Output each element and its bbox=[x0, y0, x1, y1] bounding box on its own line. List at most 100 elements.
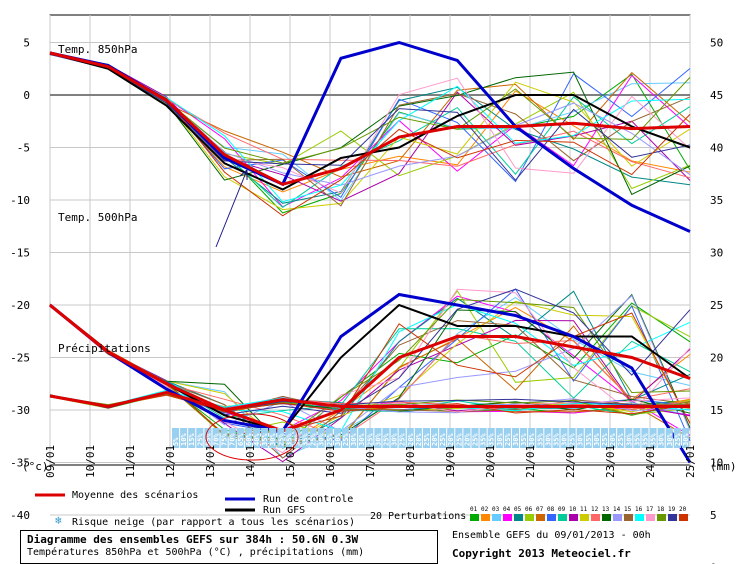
x-tick-label: 16/01 bbox=[324, 445, 337, 478]
snow-pct-label: 30% bbox=[496, 433, 504, 446]
pert-legend-number: 02 bbox=[481, 506, 489, 513]
mean-line bbox=[49, 51, 691, 186]
x-tick-label: 10/01 bbox=[84, 445, 97, 478]
right-tick-label: 0 bbox=[710, 562, 717, 564]
snow-pct-label: 35% bbox=[536, 433, 544, 446]
snow-cell bbox=[390, 428, 398, 448]
snow-pct-label: 30% bbox=[561, 433, 569, 446]
perturbation-legend: 01 02 03 04 05 06 07 08 09 10 11 12 13 14 15 16 17 18 19 20 bbox=[470, 506, 688, 521]
pert-legend-swatch bbox=[580, 514, 589, 521]
snow-cell bbox=[220, 428, 228, 448]
left-axis-unit: (°c) bbox=[22, 460, 49, 473]
snow-risk-row: 5% 10% 15% 25% 55% 70% 75% 70% 65% 60% 40% 35% 30% 25… bbox=[172, 428, 690, 448]
snow-cell bbox=[455, 428, 463, 448]
axis-labels: 09/01 10/01 11/01 12/01 13/01 14/01 15/01 16/01… bbox=[10, 37, 723, 564]
snow-cell bbox=[431, 428, 439, 448]
snow-cell bbox=[398, 428, 406, 448]
left-tick-label: -10 bbox=[10, 194, 30, 207]
right-tick-label: 40 bbox=[710, 142, 723, 155]
snow-cell bbox=[592, 428, 600, 448]
snow-pct-label: 25% bbox=[472, 433, 480, 446]
right-tick-label: 5 bbox=[710, 509, 717, 522]
snow-pct-label: 30% bbox=[350, 433, 358, 446]
pert-legend-number: 03 bbox=[492, 506, 500, 513]
snow-pct-label: 35% bbox=[641, 433, 649, 446]
right-tick-label: 35 bbox=[710, 194, 723, 207]
snow-cell bbox=[252, 428, 261, 448]
x-tick-label: 24/01 bbox=[644, 445, 657, 478]
pert-legend-number: 08 bbox=[547, 506, 555, 513]
snow-cell bbox=[406, 428, 414, 448]
snow-cell bbox=[528, 428, 536, 448]
snow-pct-label: 25% bbox=[342, 433, 350, 446]
pert-legend-number: 14 bbox=[613, 506, 621, 513]
snow-cell bbox=[261, 428, 269, 448]
snow-cell bbox=[576, 428, 584, 448]
snow-pct-label: 25% bbox=[277, 433, 285, 446]
right-tick-label: 50 bbox=[710, 37, 723, 50]
snow-cell bbox=[422, 428, 430, 448]
snow-cell bbox=[212, 428, 220, 448]
snow-pct-label: 35% bbox=[261, 433, 269, 446]
snow-pct-label: 30% bbox=[512, 433, 520, 446]
panel-label-precip: Précipitations bbox=[58, 342, 151, 355]
snow-pct-label: 30% bbox=[593, 433, 601, 446]
snow-cell bbox=[681, 428, 689, 448]
pert-legend-swatch bbox=[525, 514, 534, 521]
x-tick-label: 23/01 bbox=[604, 445, 617, 478]
snow-cell bbox=[600, 428, 609, 448]
left-tick-label: -5 bbox=[17, 142, 30, 155]
snow-pct-label: 30% bbox=[391, 433, 399, 446]
right-tick-label: 20 bbox=[710, 352, 723, 365]
left-tick-label: -20 bbox=[10, 299, 30, 312]
pert-legend-swatch bbox=[558, 514, 567, 521]
main-lines bbox=[49, 40, 692, 464]
snow-cell bbox=[657, 428, 665, 448]
perturbation-line bbox=[49, 303, 691, 436]
right-tick-label: 10 bbox=[710, 457, 723, 470]
x-tick-label: 19/01 bbox=[444, 445, 457, 478]
snow-cell bbox=[447, 428, 455, 448]
pert-legend-swatch bbox=[602, 514, 611, 521]
snow-pct-label: 35% bbox=[520, 433, 528, 446]
snow-pct-label: 25% bbox=[366, 433, 374, 446]
snow-cell bbox=[560, 428, 568, 448]
pert-legend-number: 19 bbox=[668, 506, 676, 513]
annotation-ellipse bbox=[205, 413, 299, 461]
snow-cell bbox=[520, 428, 528, 448]
snow-pct-label: 15% bbox=[188, 433, 196, 446]
snow-pct-label: 30% bbox=[666, 433, 674, 446]
snow-cell bbox=[649, 428, 657, 448]
footer-run: Ensemble GEFS du 09/01/2013 - 00h bbox=[452, 530, 651, 541]
snow-pct-label: 35% bbox=[488, 433, 496, 446]
snow-pct-label: 70% bbox=[213, 433, 221, 446]
snow-cell bbox=[317, 428, 325, 448]
x-tick-label: 12/01 bbox=[164, 445, 177, 478]
snow-pct-label: 20% bbox=[407, 433, 415, 446]
snow-pct-label: 35% bbox=[552, 433, 560, 446]
snow-pct-label: 60% bbox=[245, 433, 253, 446]
snow-pct-label: 25% bbox=[326, 433, 334, 446]
pert-legend-swatch bbox=[657, 514, 666, 521]
pert-legend-number: 07 bbox=[536, 506, 544, 513]
x-tick-label: 25/01 bbox=[684, 445, 697, 478]
footer-subtitle: Températures 850hPa et 500hPa (°C) , pré… bbox=[27, 547, 365, 558]
snow-pct-label: 65% bbox=[237, 433, 245, 446]
snow-cell bbox=[309, 428, 317, 448]
perturbation-line bbox=[49, 51, 691, 202]
snow-pct-label: 30% bbox=[358, 433, 366, 446]
snow-cell bbox=[617, 428, 625, 448]
snow-cell bbox=[366, 428, 374, 448]
snow-cell bbox=[584, 428, 592, 448]
snow-cell bbox=[196, 428, 204, 448]
snow-pct-label: 20% bbox=[415, 433, 423, 446]
snow-cell bbox=[358, 428, 366, 448]
snow-cell bbox=[463, 428, 471, 448]
snow-pct-label: 25% bbox=[455, 433, 463, 446]
snow-pct-label: 25% bbox=[504, 433, 512, 446]
legend-control-label: Run de controle bbox=[263, 494, 353, 505]
pert-legend-number: 06 bbox=[525, 506, 533, 513]
snow-pct-label: 30% bbox=[334, 433, 342, 446]
x-tick-label: 22/01 bbox=[564, 445, 577, 478]
x-tick-label: 09/01 bbox=[44, 445, 57, 478]
